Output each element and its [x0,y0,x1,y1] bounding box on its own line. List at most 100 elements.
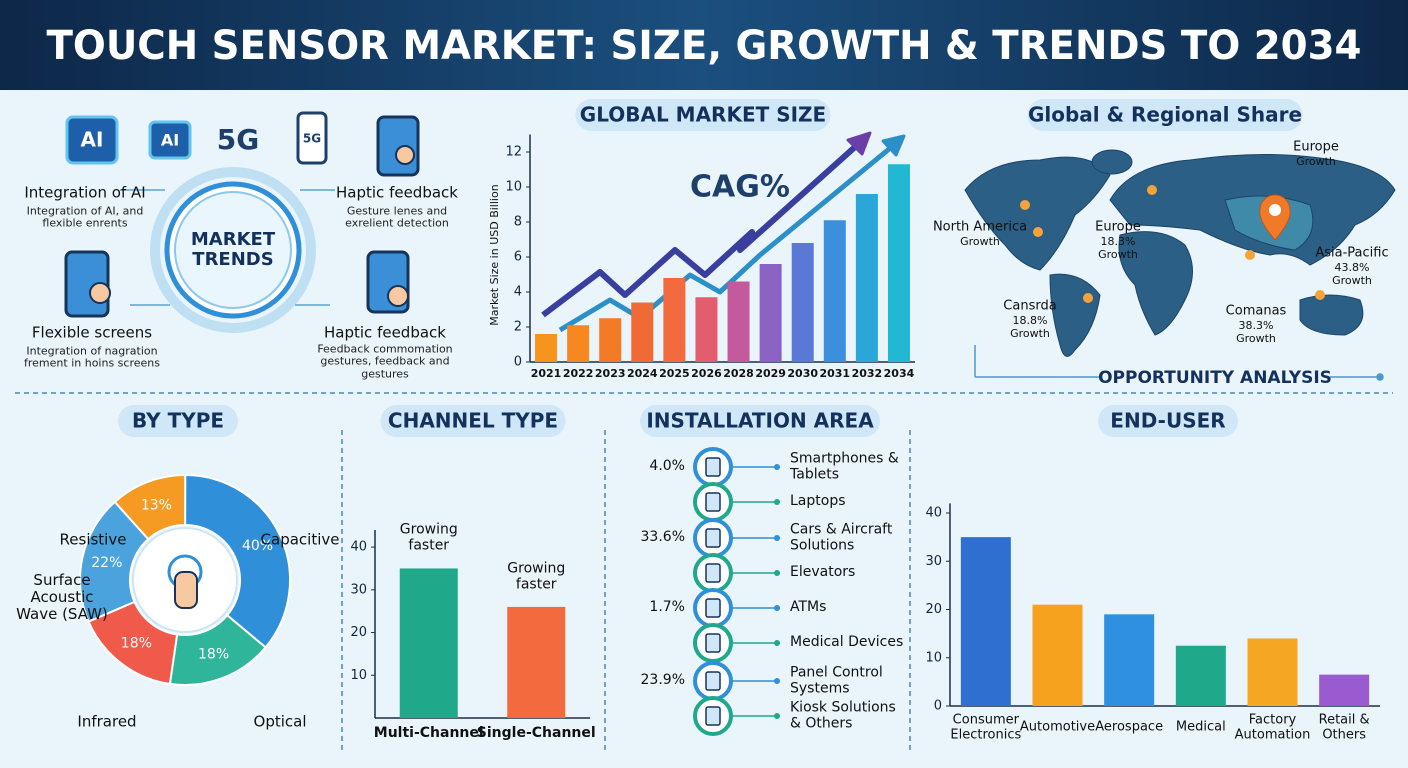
x-tick-label: 2024 [627,367,658,380]
trend-text: Integration of AI, and flexible enrents [26,204,144,230]
icon-label: 5G [303,132,321,146]
bar [1319,674,1370,706]
bar-annotation: Growing faster [507,560,566,592]
item-share: 4.0% [649,458,685,475]
bar [960,537,1011,706]
y-tick-label: 10 [505,180,522,195]
bar [1104,614,1155,706]
region-share: 18.8% [1012,313,1048,327]
bar [507,606,566,718]
x-tick-label: Consumer Electronics [950,712,1022,742]
item-glyph [705,528,721,548]
slice-label: 18% [121,636,152,652]
region-label: Growth [1010,326,1050,340]
bar [567,325,590,362]
icon-label: AI [161,131,179,150]
item-glyph [705,633,721,653]
y-tick-label: 40 [350,540,367,555]
trend-title: Haptic feedback [324,323,446,342]
region-share: 43.8% [1334,260,1370,274]
world-map [964,149,1396,357]
bar [855,194,878,362]
x-tick-label: 2028 [723,367,754,380]
y-tick-label: 30 [350,582,367,597]
x-tick-label: 2023 [595,367,626,380]
item-label: Elevators [790,564,856,581]
item-label: Smartphones & Tablets [790,450,899,482]
x-tick-label: 2031 [819,367,850,380]
title-pill [575,99,831,131]
connector-dot [774,713,780,719]
x-tick-label: Automotive [1019,719,1096,735]
x-tick-label: Retail & Others [1318,712,1370,742]
category-label: Surface Acoustic Wave (SAW) [16,570,108,623]
bar [759,264,782,362]
icon-label: 5G [217,123,259,156]
y-tick-label: 8 [514,215,522,230]
connector-dot [774,499,780,505]
slice-label: 22% [91,555,122,571]
trends-hub [120,167,335,333]
touch-hand [174,571,198,609]
donut-slice [79,500,150,623]
bar [1247,638,1298,706]
bar [791,243,814,362]
slice-label: 18% [198,647,229,663]
bar [663,278,686,362]
region-share: 18.3% [1100,234,1136,248]
trend-title: Integration of AI [24,183,146,202]
y-tick-label: 6 [514,250,522,265]
item-label: Laptops [790,493,846,510]
item-glyph [705,563,721,583]
x-tick-label: Multi-Channel [374,725,484,741]
x-tick-label: 2034 [884,367,915,380]
dividers [15,392,1393,750]
item-glyph [705,671,721,691]
connector-dot [774,605,780,611]
trend-icons [64,111,420,318]
title-pill [380,405,566,437]
x-tick-label: Factory Automation [1234,712,1311,742]
item-glyph [705,706,721,726]
region-name: Cansrda [1003,298,1057,314]
y-tick-label: 2 [514,320,522,335]
donut-slice [184,473,291,649]
opportunity-line [974,345,1384,381]
connector-dot [774,464,780,470]
item-share: 23.9% [640,672,685,689]
item-glyph [705,598,721,618]
connector-dot [774,570,780,576]
y-tick-label: 20 [350,625,367,640]
item-glyph [705,457,721,477]
bar [1032,604,1083,706]
title-pill [640,405,880,437]
region-name: Comanas [1225,303,1287,319]
icon-label: AI [81,128,104,152]
bar [727,281,750,362]
item-share: 33.6% [640,529,685,546]
x-tick-label: 2026 [691,367,722,380]
region-label: Growth [1332,273,1372,287]
x-tick-label: 2032 [852,367,883,380]
category-label: Resistive [59,530,127,549]
x-tick-label: Single-Channel [477,725,596,741]
item-label: Panel Control Systems [790,664,883,696]
page-title: TOUCH SENSOR MARKET: SIZE, GROWTH & TREN… [47,23,1362,69]
y-tick-label: 20 [925,602,942,617]
y-tick-label: 0 [934,699,942,714]
x-tick-label: Medical [1175,719,1226,735]
region-name: Europe [1293,139,1339,155]
y-tick-label: 10 [925,650,942,665]
section-title: END-USER [1110,409,1225,433]
title-pill [1098,405,1238,437]
y-tick-label: 40 [925,506,942,521]
trend-text: Feedback commomation gestures, feedback … [317,342,453,381]
region-share: 38.3% [1238,318,1274,332]
title-pill [1027,99,1303,131]
region-label: Growth [1236,331,1276,345]
y-axis-label: Market Size in USD Billion [488,184,501,325]
y-tick-label: 10 [350,668,367,683]
bar [599,318,622,362]
x-tick-label: 2022 [563,367,594,380]
